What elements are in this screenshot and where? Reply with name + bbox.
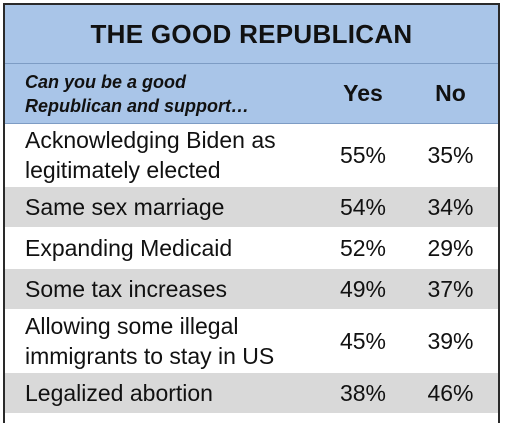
table-row: Allowing some illegal immigrants to stay… [5,310,498,373]
row-label-line-2: immigrants to stay in US [25,343,275,369]
yes-value: 52% [339,234,387,261]
row-label: Legalized abortion [25,380,213,406]
no-value: 39% [427,327,474,354]
yes-value: 55% [339,141,387,168]
yes-value: 45% [339,327,387,354]
question-line-2: Republican and support… [25,95,250,116]
row-label-line-1: Allowing some illegal [25,313,239,339]
table-row: Same sex marriage 54% 34% [5,187,498,228]
row-label-line-1: Acknowledging Biden as [25,127,276,153]
table-row: Expanding Medicaid 52% 29% [5,228,498,269]
no-value: 46% [427,379,474,406]
row-label: Same sex marriage [25,194,225,220]
yes-value: 54% [339,193,387,220]
yes-value: 38% [339,379,387,406]
row-label: Expanding Medicaid [25,235,233,261]
column-header-no: No [435,80,466,106]
poll-table: THE GOOD REPUBLICAN Can you be a good Re… [3,3,500,423]
row-label-line-2: legitimately elected [25,157,221,183]
question-header: Can you be a good Republican and support… [5,70,323,118]
title-bar: THE GOOD REPUBLICAN [5,5,498,64]
no-value: 34% [427,193,474,220]
header-row: Can you be a good Republican and support… [5,64,498,124]
table-row: Legalized abortion 38% 46% [5,373,498,414]
no-value: 29% [427,234,474,261]
question-line-1: Can you be a good [25,71,187,92]
table-row: Acknowledging Biden as legitimately elec… [5,124,498,187]
table-row: Some tax increases 49% 37% [5,269,498,310]
no-value: 37% [427,275,474,302]
row-label: Allowing some illegal immigrants to stay… [5,311,323,371]
row-label: Acknowledging Biden as legitimately elec… [5,125,323,185]
table-title: THE GOOD REPUBLICAN [90,18,413,49]
no-value: 35% [427,141,474,168]
column-header-yes: Yes [343,80,383,106]
row-label: Some tax increases [25,276,227,302]
yes-value: 49% [339,275,387,302]
